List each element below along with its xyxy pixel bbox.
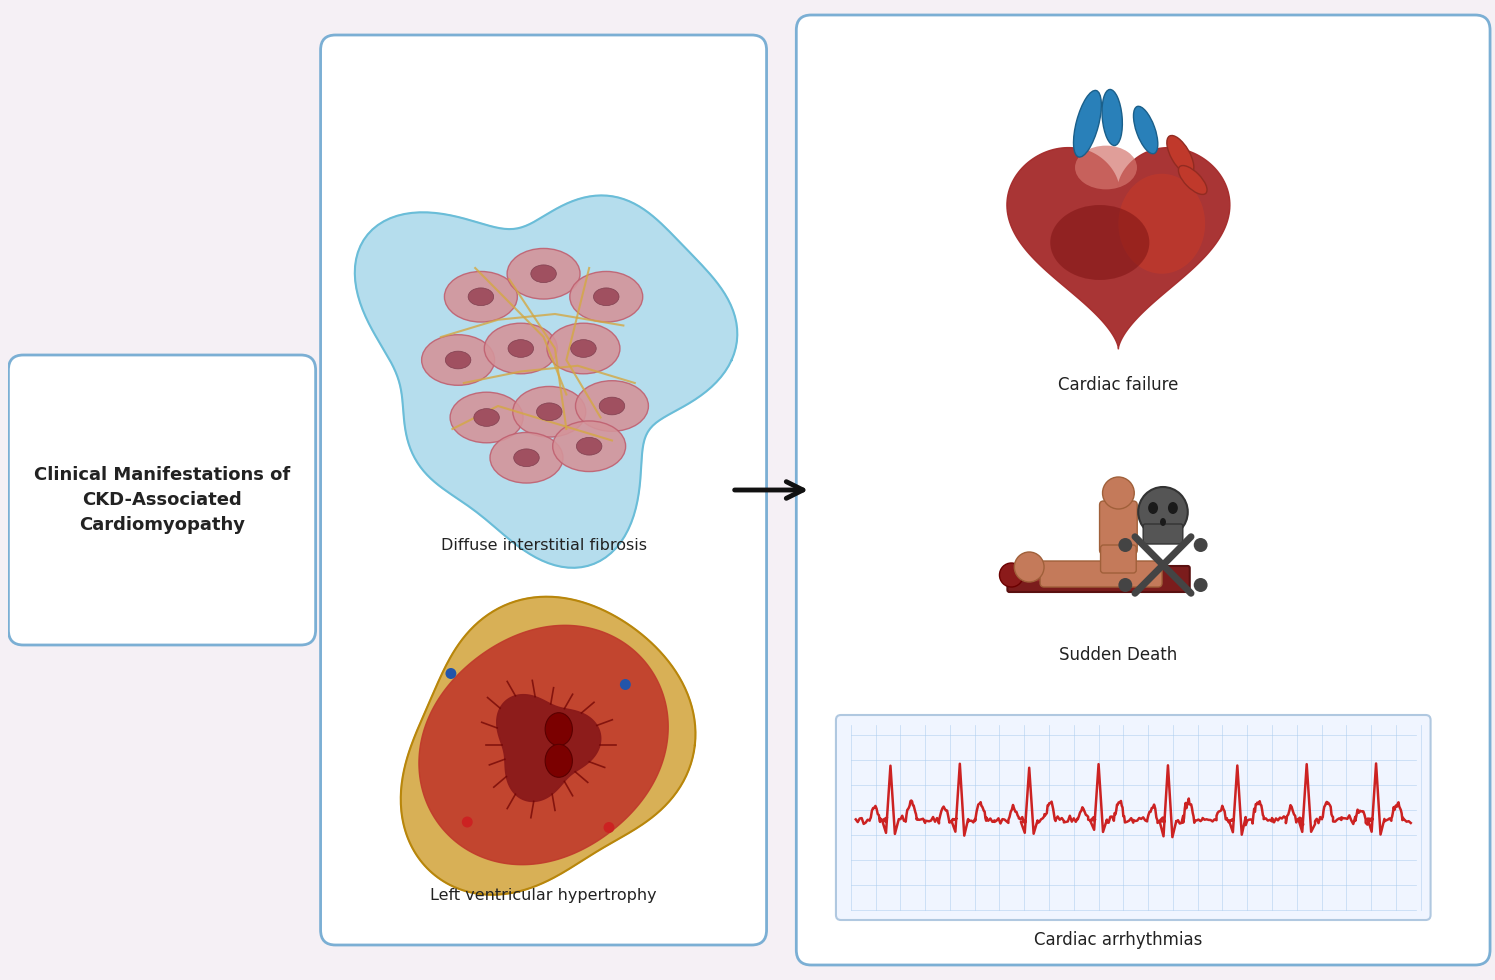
Ellipse shape — [1075, 146, 1138, 189]
FancyBboxPatch shape — [1144, 524, 1183, 544]
Ellipse shape — [620, 679, 631, 690]
Circle shape — [1138, 487, 1187, 537]
Text: Cardiac arrhythmias: Cardiac arrhythmias — [1035, 931, 1202, 949]
Text: Left ventricular hypertrophy: Left ventricular hypertrophy — [431, 888, 656, 903]
FancyBboxPatch shape — [836, 715, 1431, 920]
Ellipse shape — [1178, 166, 1206, 194]
Circle shape — [1193, 578, 1208, 592]
Ellipse shape — [444, 271, 517, 322]
Text: Clinical Manifestations of
CKD-Associated
Cardiomyopathy: Clinical Manifestations of CKD-Associate… — [34, 466, 290, 534]
Polygon shape — [496, 695, 601, 802]
Text: Cardiac failure: Cardiac failure — [1058, 376, 1178, 394]
Ellipse shape — [546, 712, 573, 746]
Ellipse shape — [507, 249, 580, 299]
Ellipse shape — [1020, 562, 1054, 582]
Ellipse shape — [570, 271, 643, 322]
FancyBboxPatch shape — [1008, 566, 1190, 592]
Ellipse shape — [537, 403, 562, 420]
FancyBboxPatch shape — [1100, 545, 1136, 573]
Ellipse shape — [422, 335, 495, 385]
Ellipse shape — [1051, 205, 1150, 280]
Ellipse shape — [514, 449, 540, 466]
FancyBboxPatch shape — [1041, 561, 1162, 587]
Ellipse shape — [508, 340, 534, 358]
Ellipse shape — [474, 409, 499, 426]
Ellipse shape — [490, 432, 564, 483]
Circle shape — [1118, 578, 1132, 592]
Ellipse shape — [594, 288, 619, 306]
Circle shape — [1193, 538, 1208, 552]
Ellipse shape — [1168, 502, 1178, 514]
Polygon shape — [354, 195, 737, 567]
Ellipse shape — [513, 386, 586, 437]
Polygon shape — [419, 625, 668, 864]
FancyBboxPatch shape — [1099, 501, 1138, 554]
Ellipse shape — [446, 668, 456, 679]
Ellipse shape — [1073, 90, 1102, 157]
Ellipse shape — [599, 397, 625, 415]
Polygon shape — [1008, 148, 1230, 349]
Polygon shape — [401, 597, 695, 895]
Ellipse shape — [462, 816, 472, 827]
Ellipse shape — [1133, 106, 1157, 154]
FancyBboxPatch shape — [320, 35, 767, 945]
FancyBboxPatch shape — [797, 15, 1491, 965]
Ellipse shape — [1148, 502, 1159, 514]
Text: Sudden Death: Sudden Death — [1060, 646, 1178, 664]
Ellipse shape — [604, 822, 614, 833]
Ellipse shape — [547, 323, 620, 373]
Ellipse shape — [1118, 173, 1205, 273]
Ellipse shape — [531, 265, 556, 282]
Ellipse shape — [484, 323, 558, 373]
Ellipse shape — [571, 340, 597, 358]
Circle shape — [1000, 563, 1023, 587]
Ellipse shape — [1166, 135, 1195, 174]
Ellipse shape — [468, 288, 493, 306]
Ellipse shape — [546, 744, 573, 777]
Circle shape — [1014, 552, 1044, 582]
Ellipse shape — [577, 437, 602, 455]
Circle shape — [1118, 538, 1132, 552]
Ellipse shape — [576, 380, 649, 431]
Ellipse shape — [446, 351, 471, 368]
Circle shape — [1102, 477, 1135, 509]
Ellipse shape — [450, 392, 523, 443]
Ellipse shape — [1102, 89, 1123, 146]
Text: Diffuse interstitial fibrosis: Diffuse interstitial fibrosis — [441, 537, 646, 553]
Ellipse shape — [553, 421, 625, 471]
Ellipse shape — [1160, 518, 1166, 526]
FancyBboxPatch shape — [9, 355, 315, 645]
